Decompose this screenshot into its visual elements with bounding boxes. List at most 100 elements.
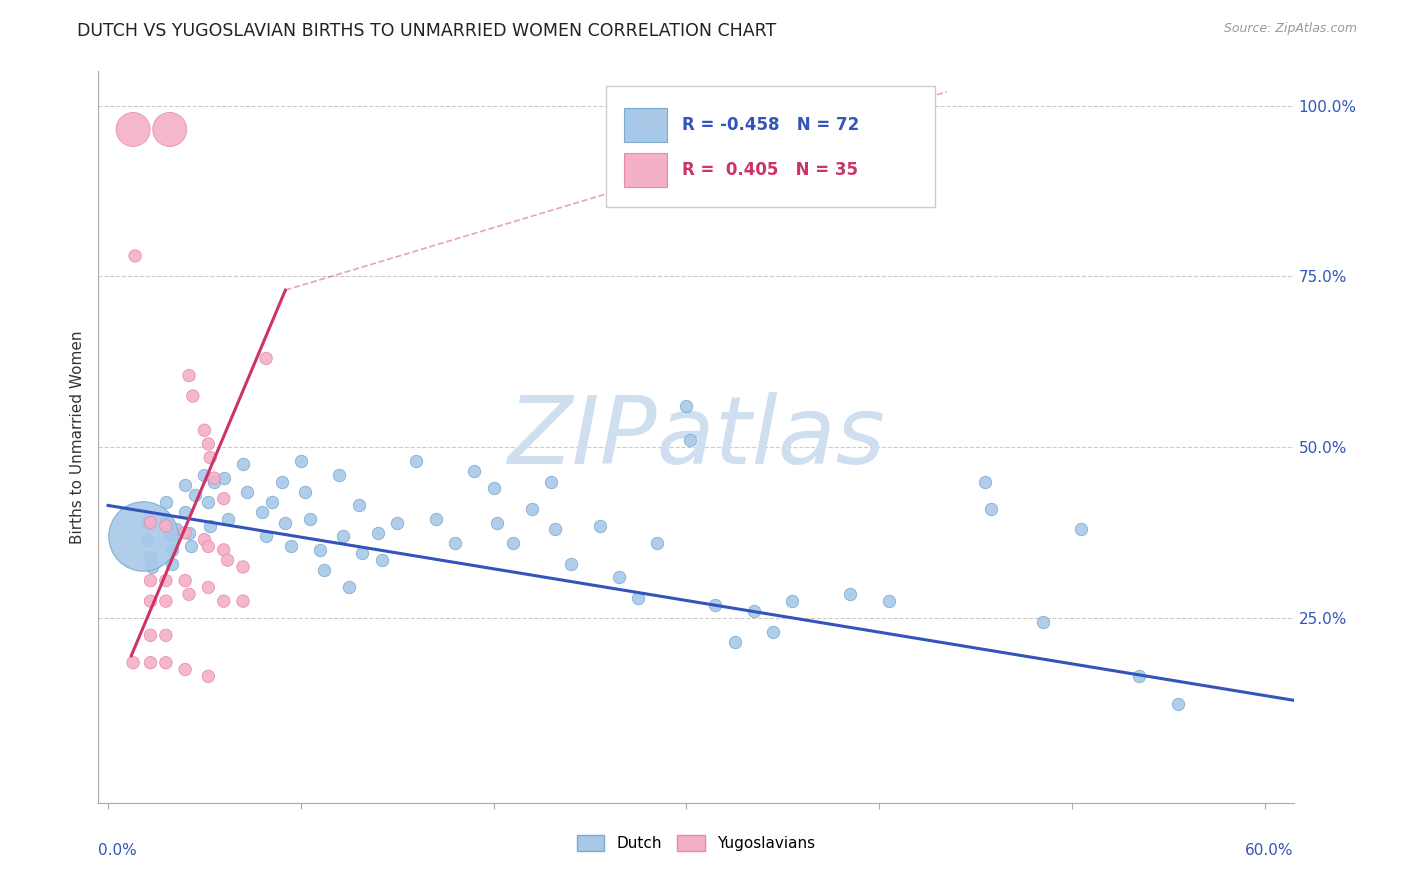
Point — [974, 475, 997, 489]
Point — [197, 495, 219, 509]
Point — [367, 525, 389, 540]
Point — [180, 540, 202, 554]
Point — [675, 400, 697, 414]
Point — [139, 516, 162, 530]
Point — [252, 505, 274, 519]
Point — [197, 437, 219, 451]
Point — [174, 505, 197, 519]
Point — [270, 475, 292, 489]
Text: ZIPatlas: ZIPatlas — [508, 392, 884, 483]
Point — [274, 516, 297, 530]
Point — [174, 574, 197, 588]
Point — [332, 529, 354, 543]
Point — [160, 542, 183, 557]
Point — [132, 529, 155, 543]
Point — [1167, 697, 1189, 711]
Text: R =  0.405   N = 35: R = 0.405 N = 35 — [682, 161, 858, 179]
Point — [181, 389, 204, 403]
Text: DUTCH VS YUGOSLAVIAN BIRTHS TO UNMARRIED WOMEN CORRELATION CHART: DUTCH VS YUGOSLAVIAN BIRTHS TO UNMARRIED… — [77, 22, 776, 40]
Point — [232, 594, 254, 608]
Point — [723, 635, 745, 649]
Point — [839, 587, 862, 601]
Point — [155, 656, 177, 670]
Point — [155, 519, 177, 533]
Text: 60.0%: 60.0% — [1246, 843, 1294, 858]
Point — [647, 536, 669, 550]
Point — [139, 656, 162, 670]
Point — [212, 471, 235, 485]
Legend: Dutch, Yugoslavians: Dutch, Yugoslavians — [571, 830, 821, 857]
Point — [197, 540, 219, 554]
Point — [254, 529, 277, 543]
Point — [197, 581, 219, 595]
Point — [560, 557, 582, 571]
Point — [425, 512, 447, 526]
Point — [544, 522, 567, 536]
Point — [155, 574, 177, 588]
Point — [294, 484, 316, 499]
Text: 0.0%: 0.0% — [98, 843, 138, 858]
Point — [217, 512, 239, 526]
Point — [124, 249, 146, 263]
Point — [135, 533, 157, 547]
Point — [155, 628, 177, 642]
Point — [202, 475, 225, 489]
Point — [328, 467, 350, 482]
Y-axis label: Births to Unmarried Women: Births to Unmarried Women — [69, 330, 84, 544]
Point — [1070, 522, 1092, 536]
Point — [155, 594, 177, 608]
Point — [742, 604, 765, 618]
Point — [122, 656, 145, 670]
Point — [174, 478, 197, 492]
Point — [174, 525, 197, 540]
Point — [139, 594, 162, 608]
Point — [980, 501, 1002, 516]
Point — [385, 516, 409, 530]
Point — [290, 454, 312, 468]
Point — [184, 488, 207, 502]
Point — [1128, 669, 1150, 683]
Point — [588, 519, 610, 533]
Point — [193, 533, 215, 547]
Point — [520, 501, 543, 516]
Point — [679, 434, 702, 448]
Point — [200, 519, 222, 533]
Point — [122, 122, 145, 136]
Point — [877, 594, 900, 608]
FancyBboxPatch shape — [606, 86, 935, 207]
Point — [762, 624, 785, 639]
Point — [254, 351, 277, 366]
Point — [200, 450, 222, 465]
Point — [627, 591, 650, 605]
Point — [155, 512, 177, 526]
Point — [371, 553, 394, 567]
Point — [482, 481, 505, 495]
Point — [782, 594, 804, 608]
Point — [135, 516, 157, 530]
Point — [139, 574, 162, 588]
Point — [193, 467, 215, 482]
Point — [463, 464, 485, 478]
Point — [202, 471, 225, 485]
Point — [212, 491, 235, 506]
Point — [177, 587, 200, 601]
Point — [159, 122, 181, 136]
Point — [309, 542, 332, 557]
Point — [1032, 615, 1054, 629]
Point — [141, 560, 163, 574]
Point — [139, 549, 162, 564]
Point — [212, 594, 235, 608]
Point — [160, 557, 183, 571]
Point — [312, 563, 335, 577]
Point — [704, 598, 727, 612]
Point — [177, 368, 200, 383]
Point — [197, 669, 219, 683]
Text: R = -0.458   N = 72: R = -0.458 N = 72 — [682, 116, 859, 134]
Point — [405, 454, 427, 468]
Point — [236, 484, 259, 499]
Point — [502, 536, 524, 550]
FancyBboxPatch shape — [624, 153, 668, 187]
Point — [177, 525, 200, 540]
Point — [347, 499, 370, 513]
Point — [444, 536, 467, 550]
